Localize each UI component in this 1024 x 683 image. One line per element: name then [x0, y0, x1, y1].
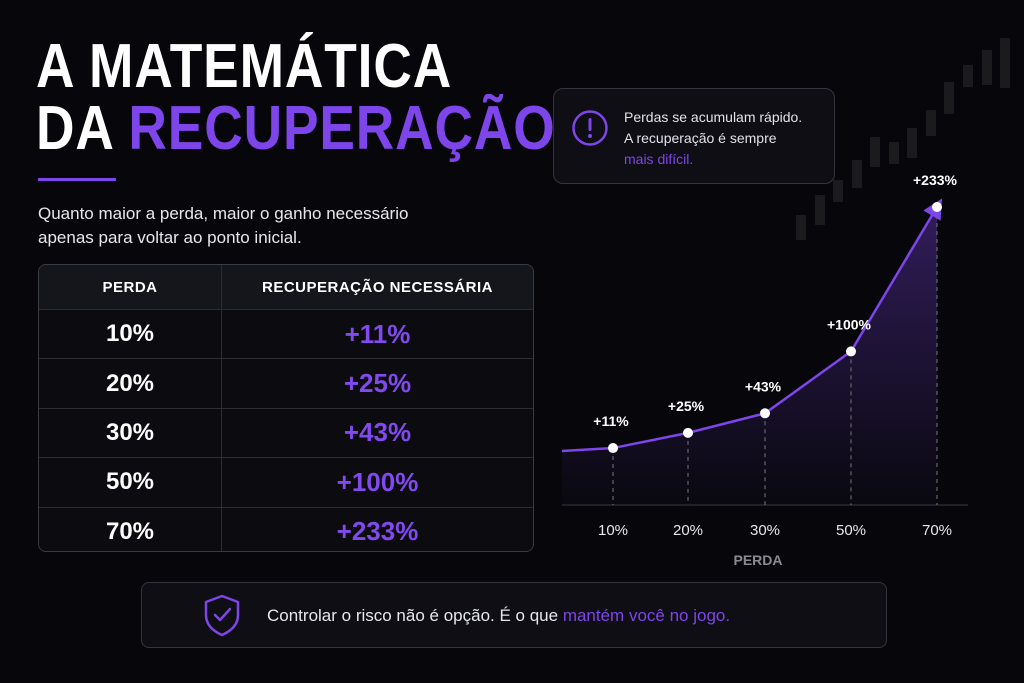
lead-in	[561, 446, 614, 453]
decor-candles	[796, 38, 1010, 240]
footer: Controlar o risco não é opção. É o que m…	[141, 582, 887, 648]
point	[932, 202, 942, 212]
footer-text: Controlar o risco não é opção. É o que	[267, 606, 559, 625]
recovery-cell: +233%	[336, 516, 419, 547]
column-header: RECUPERAÇÃO NECESSÁRIA	[261, 278, 494, 296]
callout-line: A recuperação é sempre	[624, 130, 777, 146]
table: PERDA RECUPERAÇÃO NECESSÁRIA 10% +11% 20% +…	[38, 264, 534, 552]
recovery-cell: +100%	[336, 466, 419, 497]
x-tick-label: 50%	[836, 522, 866, 539]
recovery-cell: +43%	[343, 417, 412, 448]
table-row: 20% +25%	[39, 358, 533, 408]
table-row: 70% +233%	[39, 506, 533, 551]
title-plain: DA	[36, 94, 113, 163]
title-line2: DA RECUPERAÇÃO	[36, 98, 556, 160]
loss-cell: 50%	[39, 458, 222, 507]
data-label: +11%	[593, 413, 629, 429]
footer-highlight: mantém você no jogo.	[562, 606, 731, 625]
x-tick-label: 70%	[922, 522, 952, 539]
point	[683, 427, 693, 438]
x-tick-label: 10%	[598, 522, 628, 539]
x-axis-title: PERDA	[733, 552, 782, 568]
shield-icon	[204, 594, 240, 637]
area	[562, 207, 937, 505]
table-row: 10% +11%	[39, 309, 533, 359]
table-row: 50% +100%	[39, 457, 533, 507]
data-label: +233%	[913, 172, 958, 188]
point	[760, 408, 770, 419]
title-rule	[38, 178, 116, 181]
point	[608, 443, 618, 454]
alert-icon	[572, 110, 608, 146]
subtitle: Quanto maior a perda, maior o ganho nece…	[38, 204, 409, 247]
loss-cell: 70%	[39, 507, 222, 551]
table-header: PERDA RECUPERAÇÃO NECESSÁRIA	[39, 265, 533, 309]
title-highlight: RECUPERAÇÃO	[128, 94, 556, 163]
column-header: PERDA	[39, 265, 222, 309]
data-label: +43%	[745, 378, 782, 394]
callout-highlight: mais difícil.	[624, 151, 694, 167]
recovery-cell: +11%	[344, 318, 411, 349]
recovery-cell: +25%	[343, 368, 412, 399]
point	[846, 346, 856, 357]
callout-line: Perdas se acumulam rápido.	[624, 109, 803, 125]
data-label: +25%	[668, 398, 705, 414]
loss-cell: 10%	[39, 310, 222, 359]
loss-cell: 20%	[39, 359, 222, 408]
title-line1: A MATEMÁTICA	[36, 32, 453, 101]
x-tick-label: 30%	[750, 522, 780, 539]
table-row: 30% +43%	[39, 407, 533, 458]
loss-cell: 30%	[39, 408, 222, 458]
x-tick-label: 20%	[673, 522, 703, 539]
callout: Perdas se acumulam rápido. A recuperação…	[553, 88, 835, 184]
data-label: +100%	[827, 316, 872, 332]
